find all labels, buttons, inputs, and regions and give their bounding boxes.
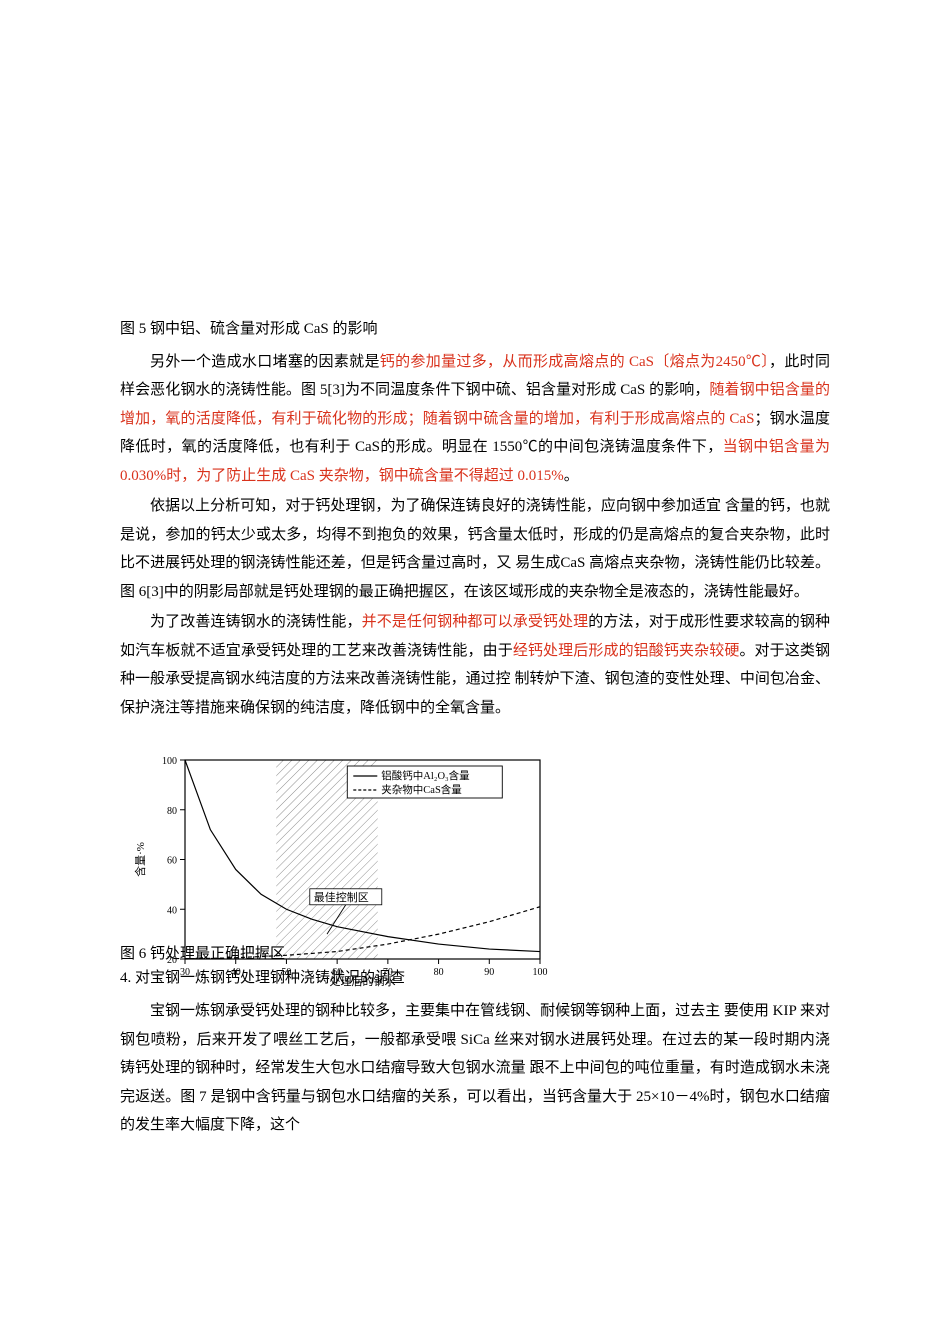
p1-red-1: 钙的参加量过多，从而形成高熔点的 CaS〔熔点为2450℃〕 [380, 354, 769, 370]
paragraph-1: 另外一个造成水口堵塞的因素就是钙的参加量过多，从而形成高熔点的 CaS〔熔点为2… [120, 348, 830, 491]
svg-text:夹杂物中CaS含量: 夹杂物中CaS含量 [381, 783, 462, 796]
svg-text:80: 80 [167, 806, 177, 817]
svg-text:80: 80 [434, 967, 444, 978]
svg-text:100: 100 [162, 756, 177, 767]
svg-text:40: 40 [167, 905, 177, 916]
paragraph-2: 依据以上分析可知，对于钙处理钢，为了确保连铸良好的浇铸性能，应向钢中参加适宜 含… [120, 492, 830, 606]
svg-text:含量·%: 含量·% [133, 842, 147, 877]
svg-text:100: 100 [533, 967, 548, 978]
p1-text-d: 。 [564, 468, 579, 484]
svg-text:60: 60 [167, 856, 177, 867]
p3-text-a: 为了改善连铸钢水的浇铸性能， [150, 614, 362, 630]
p1-text-a: 另外一个造成水口堵塞的因素就是 [150, 354, 380, 370]
svg-text:最佳控制区: 最佳控制区 [314, 890, 369, 904]
p3-red-2: 经钙处理后形成的铝酸钙夹杂较硬 [513, 643, 740, 659]
p3-red-1: 并不是任何钢种都可以承受钙处理 [362, 614, 589, 630]
figure-5-caption: 图 5 钢中铝、硫含量对形成 CaS 的影响 [120, 315, 830, 344]
paragraph-3: 为了改善连铸钢水的浇铸性能，并不是任何钢种都可以承受钙处理的方法，对于成形性要求… [120, 608, 830, 722]
paragraph-4: 宝钢一炼钢承受钙处理的钢种比较多，主要集中在管线钢、耐候钢等钢种上面，过去主 要… [120, 997, 830, 1140]
section-4-title: 4. 对宝钢一炼钢钙处理钢种浇铸状况的调查 [120, 964, 405, 993]
figure-6-chart-wrap: 3040506070809010020406080100含量·%处理后的钢水最佳… [120, 752, 830, 997]
svg-text:90: 90 [484, 967, 494, 978]
svg-text:铝酸钙中Al₂O₃含量: 铝酸钙中Al₂O₃含量 [381, 769, 470, 782]
